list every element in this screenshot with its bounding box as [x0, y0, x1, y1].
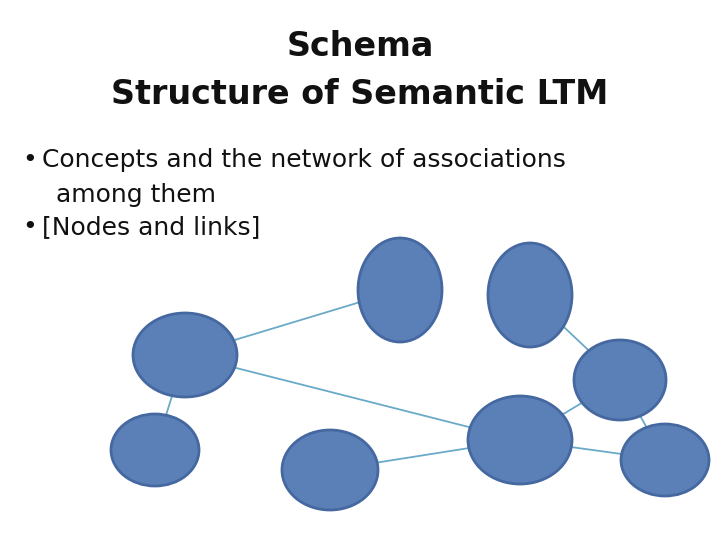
Ellipse shape [282, 430, 378, 510]
Text: •: • [22, 148, 37, 172]
Ellipse shape [574, 340, 666, 420]
Ellipse shape [133, 313, 237, 397]
Text: Schema: Schema [287, 30, 433, 63]
Ellipse shape [621, 424, 709, 496]
Text: Structure of Semantic LTM: Structure of Semantic LTM [112, 78, 608, 111]
Ellipse shape [358, 238, 442, 342]
Text: •: • [22, 215, 37, 239]
Text: [Nodes and links]: [Nodes and links] [42, 215, 261, 239]
Text: among them: among them [56, 183, 216, 207]
Ellipse shape [111, 414, 199, 486]
Ellipse shape [468, 396, 572, 484]
Ellipse shape [488, 243, 572, 347]
Text: Concepts and the network of associations: Concepts and the network of associations [42, 148, 566, 172]
